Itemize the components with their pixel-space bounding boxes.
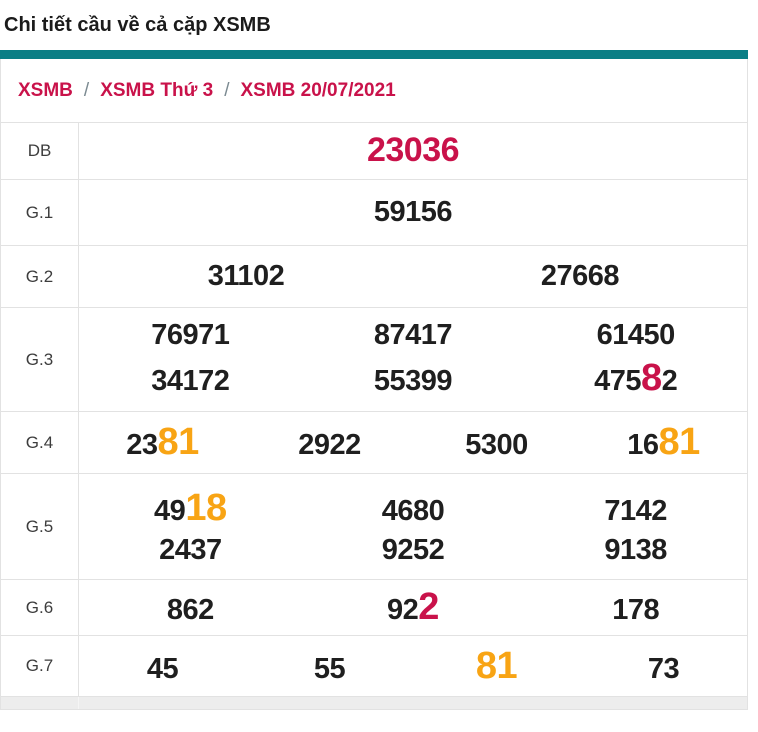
digits: 475 — [594, 364, 641, 397]
digits: 45 — [146, 652, 179, 685]
results-panel: XSMB / XSMB Thứ 3 / XSMB 20/07/2021 DB 23036 G… — [0, 59, 748, 710]
digits: 9138 — [604, 534, 667, 567]
digits: 49 — [154, 494, 186, 527]
next-section-strip — [1, 697, 747, 709]
digits: 23 — [126, 429, 158, 462]
prize-number: 7142 — [524, 493, 747, 530]
highlighted-digits-orange: 81 — [475, 644, 518, 687]
results-table: DB 23036 G.1 59156 G.2 31102 27668 G.3 76971 8741… — [1, 123, 747, 697]
row-label: G.7 — [1, 636, 79, 696]
prize-number: 1681 — [580, 418, 747, 467]
digits: 7142 — [604, 494, 667, 527]
breadcrumb-separator: / — [83, 79, 90, 101]
prize-number: 5300 — [413, 427, 580, 464]
row-label: G.2 — [1, 246, 79, 307]
row-label: G.4 — [1, 412, 79, 473]
digits: 2922 — [298, 429, 361, 462]
digits: 73 — [647, 652, 680, 685]
digits: 2 — [661, 364, 678, 397]
row-values: 45 55 81 73 — [79, 636, 747, 696]
row-label: G.1 — [1, 180, 79, 245]
highlighted-digits-red: 8 — [640, 356, 662, 399]
prize-number: 4918 — [79, 484, 302, 533]
highlighted-digits-red: 2 — [418, 586, 439, 629]
breadcrumb-link[interactable]: XSMB 20/07/2021 — [240, 79, 396, 101]
highlighted-digits-orange: 81 — [658, 421, 700, 464]
breadcrumb: XSMB / XSMB Thứ 3 / XSMB 20/07/2021 — [1, 59, 747, 123]
row-label: G.3 — [1, 308, 79, 411]
digits: 55 — [313, 652, 346, 685]
prize-number: 2922 — [246, 427, 413, 464]
digits: 9252 — [381, 534, 445, 567]
digits: 87417 — [373, 318, 453, 351]
digits: 5300 — [465, 429, 528, 462]
result-row-g7: G.7 45 55 81 73 — [1, 636, 747, 697]
prize-number: 9138 — [524, 532, 747, 569]
prize-number: 9252 — [302, 532, 525, 569]
row-values: 23036 — [79, 123, 747, 179]
digits: 76971 — [151, 318, 230, 351]
prize-number: 81 — [413, 642, 580, 691]
result-row-db: DB 23036 — [1, 123, 747, 180]
digits: 2437 — [159, 534, 222, 567]
row-label: G.5 — [1, 474, 79, 579]
prize-number: 59156 — [79, 194, 747, 231]
result-row-g2: G.2 31102 27668 — [1, 246, 747, 308]
result-row-g6: G.6 862 922 178 — [1, 580, 747, 636]
digits: 862 — [166, 594, 214, 627]
row-values: 76971 87417 61450 34172 55399 47582 — [79, 308, 747, 411]
prize-number: 55 — [246, 651, 413, 688]
digits: 27668 — [540, 259, 620, 292]
highlighted-digits-orange: 81 — [157, 421, 199, 464]
digits: 55399 — [373, 364, 453, 397]
highlighted-digits-orange: 18 — [185, 486, 227, 529]
digits: 178 — [612, 594, 660, 627]
digits: 4680 — [381, 494, 445, 527]
digits: 31102 — [207, 259, 285, 292]
accent-bar — [0, 50, 748, 59]
breadcrumb-link[interactable]: XSMB Thứ 3 — [100, 79, 214, 101]
prize-number: 2437 — [79, 532, 302, 569]
breadcrumb-link[interactable]: XSMB — [18, 79, 73, 101]
prize-number: 61450 — [524, 317, 747, 354]
prize-number: 73 — [580, 651, 747, 688]
digits: 34172 — [151, 364, 230, 397]
digits: 59156 — [373, 195, 453, 228]
result-row-g4: G.4 2381 2922 5300 1681 — [1, 412, 747, 474]
prize-number: 87417 — [302, 317, 525, 354]
result-row-g5: G.5 4918 4680 7142 2437 9252 9138 — [1, 474, 747, 580]
prize-number: 34172 — [79, 363, 302, 400]
row-values: 862 922 178 — [79, 580, 747, 635]
row-label: G.6 — [1, 580, 79, 635]
prize-number: 47582 — [524, 354, 747, 403]
next-section-strip-label-cell — [1, 697, 79, 709]
prize-number: 2381 — [79, 418, 246, 467]
row-values: 59156 — [79, 180, 747, 245]
prize-number: 45 — [79, 651, 246, 688]
digits: 61450 — [596, 318, 676, 351]
page-title: Chi tiết cầu về cả cặp XSMB — [4, 14, 271, 36]
result-row-g1: G.1 59156 — [1, 180, 747, 246]
prize-number: 4680 — [302, 493, 525, 530]
prize-number: 23036 — [79, 129, 747, 173]
prize-number: 76971 — [79, 317, 302, 354]
prize-number: 862 — [79, 592, 302, 629]
prize-number: 27668 — [413, 258, 747, 295]
row-label: DB — [1, 123, 79, 179]
prize-number: 178 — [524, 592, 747, 629]
row-values: 2381 2922 5300 1681 — [79, 412, 747, 473]
breadcrumb-separator: / — [224, 79, 230, 101]
result-row-g3: G.3 76971 87417 61450 34172 55399 47582 — [1, 308, 747, 412]
prize-number: 922 — [302, 583, 525, 632]
row-values: 31102 27668 — [79, 246, 747, 307]
digits: 16 — [627, 429, 659, 462]
prize-number: 31102 — [79, 258, 413, 295]
highlighted-digits-red: 23036 — [366, 131, 460, 170]
digits: 92 — [387, 594, 419, 627]
row-values: 4918 4680 7142 2437 9252 9138 — [79, 474, 747, 579]
prize-number: 55399 — [302, 363, 525, 400]
